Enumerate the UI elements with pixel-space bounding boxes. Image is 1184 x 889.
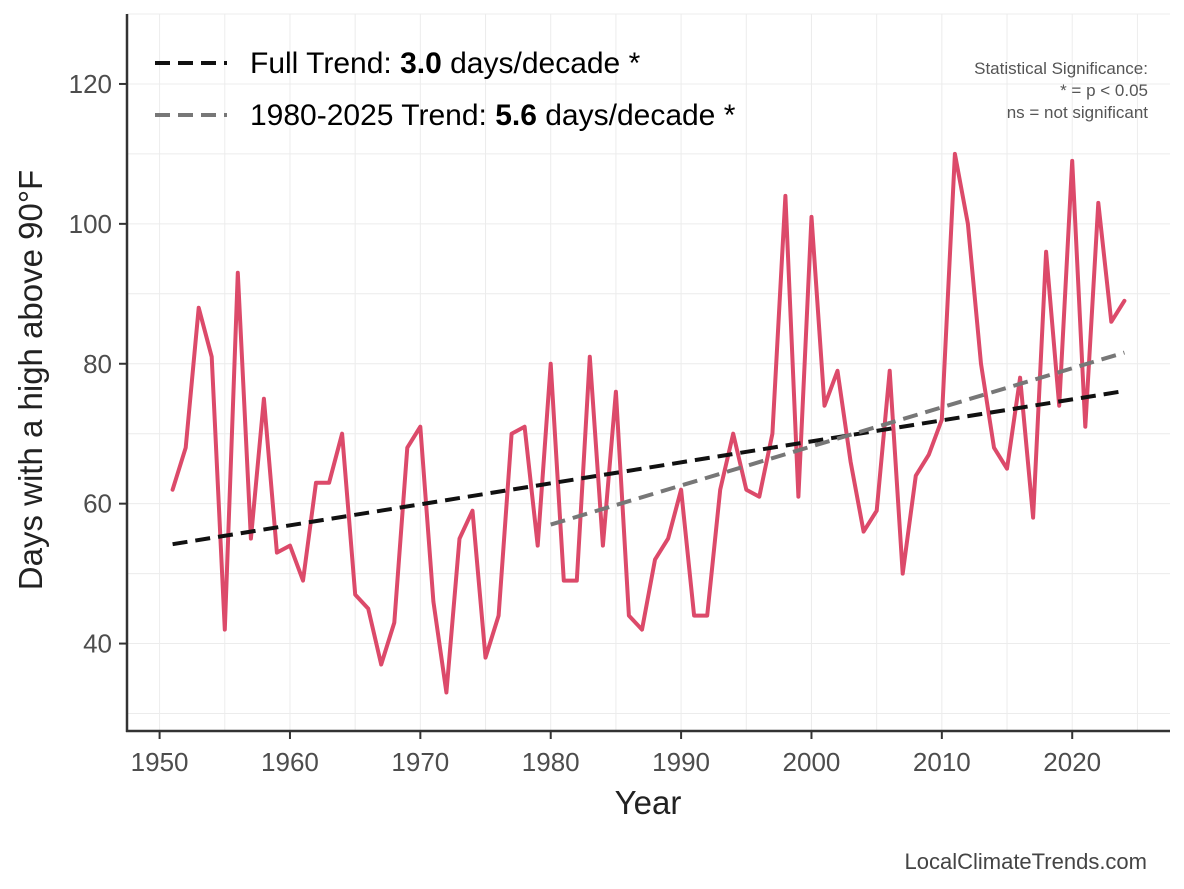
legend-full-trend-suffix: days/decade *: [442, 47, 641, 80]
x-tick-label: 2010: [913, 747, 971, 777]
y-tick-label: 80: [83, 349, 112, 379]
full-trend-line: [172, 389, 1125, 547]
legend-recent-trend-value: 5.6: [495, 99, 537, 132]
x-tick-label: 1990: [652, 747, 710, 777]
legend-recent-trend-prefix: 1980-2025 Trend:: [250, 99, 495, 132]
trend-lines: [172, 350, 1125, 547]
significance-note-p-value: * = p < 0.05: [1060, 81, 1148, 100]
axes: [125, 14, 1170, 733]
x-tick-label: 1970: [391, 747, 449, 777]
x-tick-label: 1950: [131, 747, 189, 777]
credit-text: LocalClimateTrends.com: [905, 849, 1148, 874]
data-series: [170, 151, 1127, 695]
x-tick-label: 2000: [783, 747, 841, 777]
significance-note-ns: ns = not significant: [1007, 103, 1149, 122]
recent-trend-line: [550, 350, 1125, 527]
significance-note-title: Statistical Significance:: [974, 59, 1148, 78]
y-tick-label: 60: [83, 489, 112, 519]
y-tick-label: 120: [69, 69, 112, 99]
legend-recent-trend-suffix: days/decade *: [537, 99, 736, 132]
x-axis-title: Year: [615, 784, 682, 821]
legend-entry-recent-trend: 1980-2025 Trend: 5.6 days/decade *: [250, 99, 736, 132]
ticks: 1950 1960 1970 1980 1990 2000 2010 2020 40 60 80 10…: [69, 69, 1102, 777]
legend-full-trend-prefix: Full Trend:: [250, 47, 400, 80]
x-tick-label: 1960: [261, 747, 319, 777]
days-above-90-line: [170, 151, 1127, 695]
legend: Full Trend: 3.0 days/decade * 1980-2025 …: [155, 47, 736, 132]
significance-note: Statistical Significance: * = p < 0.05 n…: [974, 59, 1148, 122]
y-tick-label: 40: [83, 629, 112, 659]
x-tick-label: 1980: [522, 747, 580, 777]
x-tick-label: 2020: [1043, 747, 1101, 777]
legend-full-trend-value: 3.0: [400, 47, 442, 80]
y-tick-label: 100: [69, 209, 112, 239]
y-axis-title: Days with a high above 90°F: [12, 170, 49, 590]
legend-entry-full-trend: Full Trend: 3.0 days/decade *: [250, 47, 641, 80]
